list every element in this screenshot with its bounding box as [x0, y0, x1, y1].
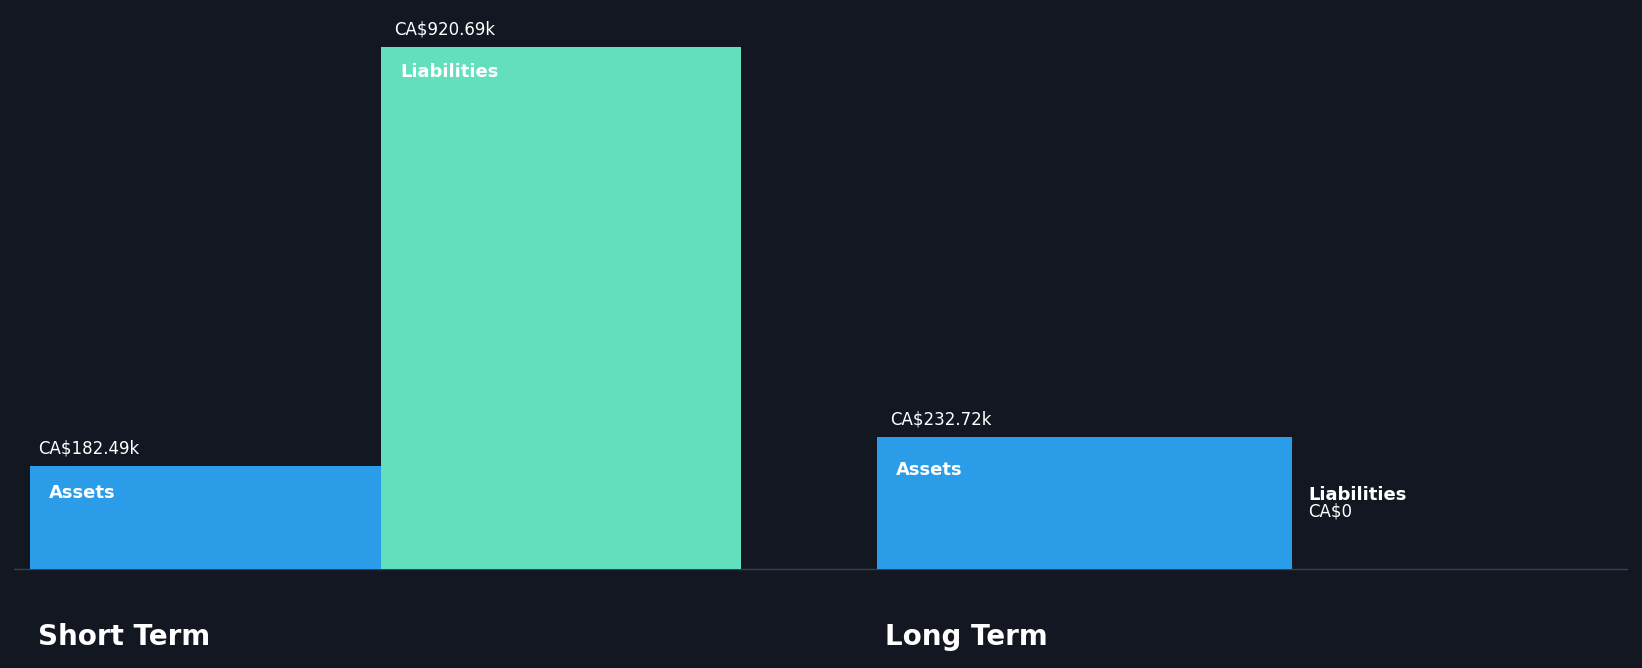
- Text: Short Term: Short Term: [38, 623, 210, 651]
- Text: Assets: Assets: [897, 461, 962, 479]
- Bar: [30, 466, 381, 569]
- Text: CA$920.69k: CA$920.69k: [394, 21, 496, 39]
- Bar: [877, 437, 1292, 569]
- Text: Long Term: Long Term: [885, 623, 1048, 651]
- Bar: [381, 47, 741, 569]
- Text: Liabilities: Liabilities: [401, 63, 499, 81]
- Text: CA$232.72k: CA$232.72k: [890, 411, 992, 429]
- Text: Liabilities: Liabilities: [1309, 486, 1407, 504]
- Text: CA$0: CA$0: [1309, 502, 1353, 520]
- Text: CA$182.49k: CA$182.49k: [38, 439, 140, 457]
- Text: Assets: Assets: [49, 484, 115, 502]
